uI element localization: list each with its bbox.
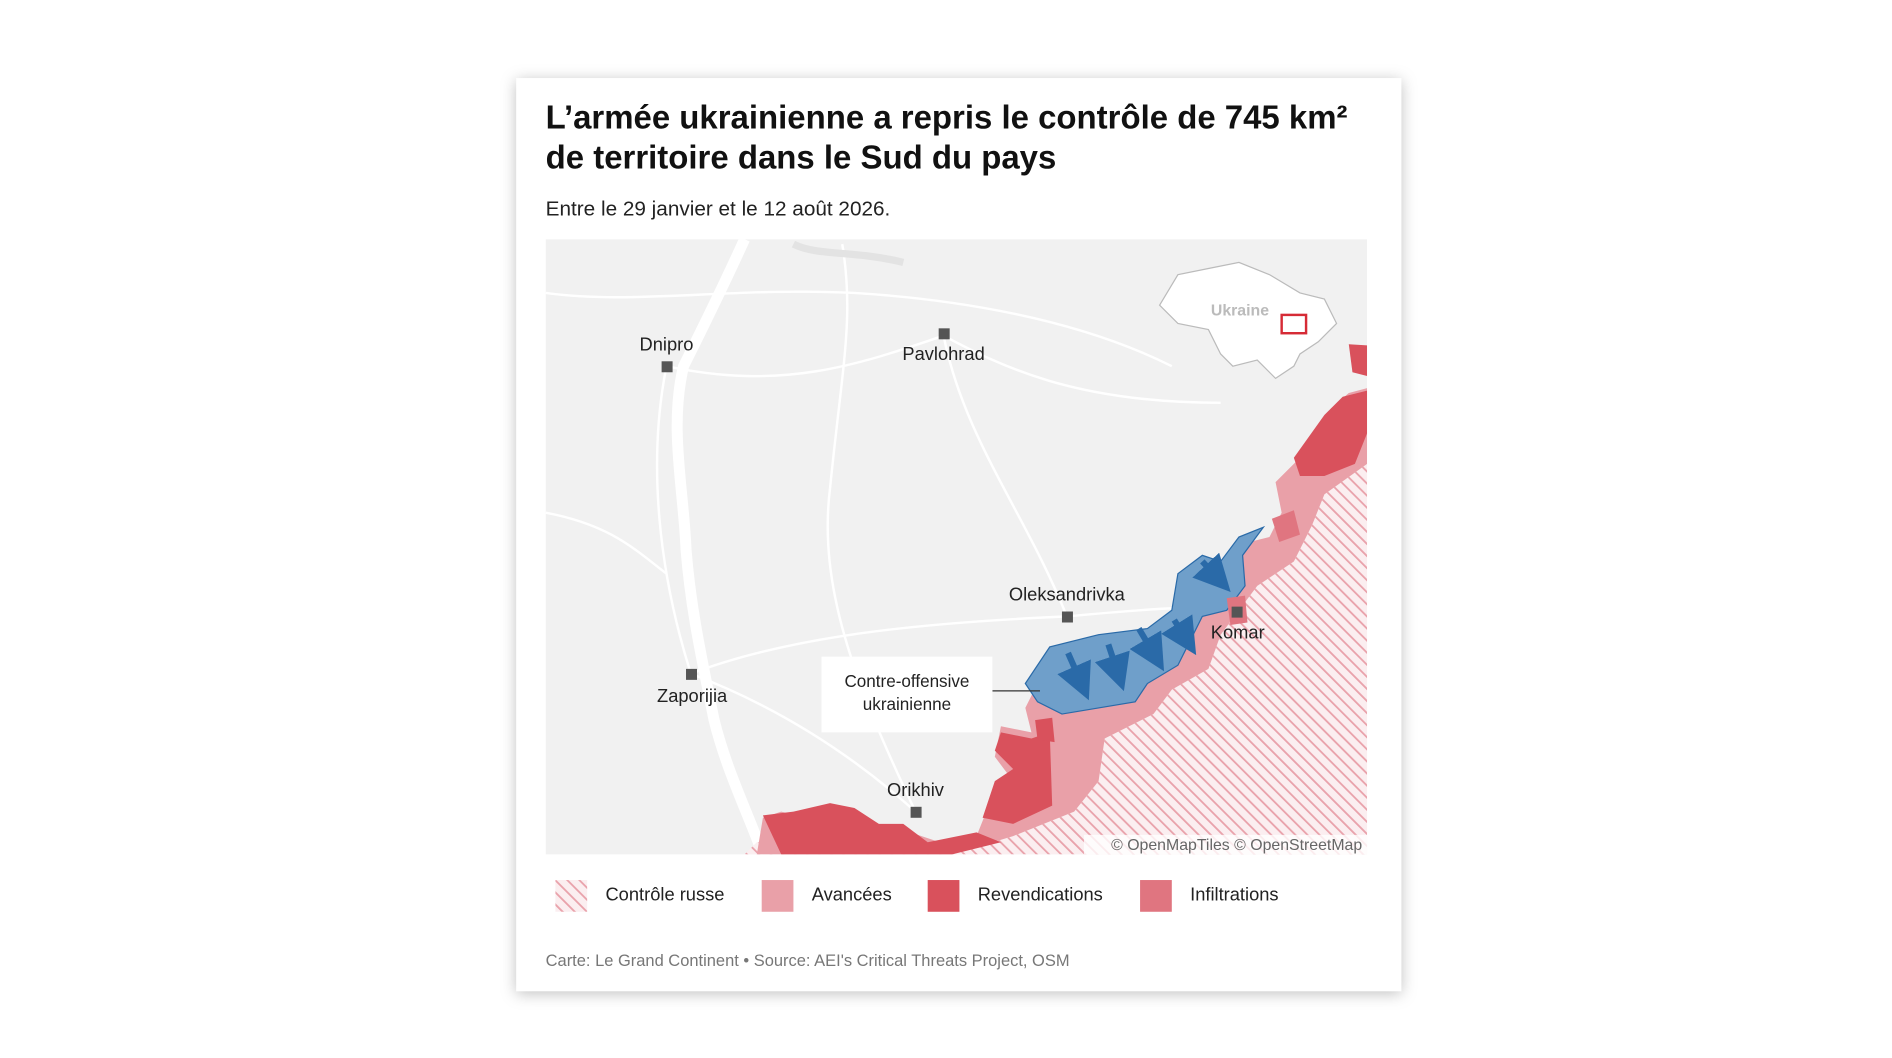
advances xyxy=(756,388,1368,855)
city-label: Komar xyxy=(1211,621,1265,642)
annotation: ukrainienne xyxy=(863,695,951,714)
claims xyxy=(762,344,1368,855)
city-label: Zaporijia xyxy=(657,685,728,706)
legend-swatch xyxy=(761,880,794,912)
legend-swatch xyxy=(927,880,960,912)
annotation-box xyxy=(821,656,993,733)
river xyxy=(671,239,769,855)
annotation: Contre-offensive xyxy=(844,672,969,691)
map: Ukraine Dnipro Pavlohrad Oleksandrivka K… xyxy=(545,239,1368,855)
arrows xyxy=(1057,552,1231,701)
city-markers xyxy=(661,328,1243,818)
legend-label: Infiltrations xyxy=(1190,884,1278,905)
city-label: Orikhiv xyxy=(887,779,945,800)
city-label: Oleksandrivka xyxy=(1009,583,1126,604)
legend-label: Avancées xyxy=(812,884,892,905)
legend-label: Revendications xyxy=(978,884,1103,905)
river xyxy=(791,240,905,266)
city-label: Dnipro xyxy=(640,333,694,354)
city-label: Pavlohrad xyxy=(902,343,984,364)
source: Carte: Le Grand Continent • Source: AEI'… xyxy=(546,952,1070,970)
inset-label: Ukraine xyxy=(1211,302,1269,319)
legend-swatch xyxy=(555,880,588,912)
legend: Contrôle russe Avancées Revendications I… xyxy=(555,880,1279,912)
attribution: © OpenMapTiles © OpenStreetMap xyxy=(1111,837,1362,854)
city-labels: Dnipro Pavlohrad Oleksandrivka Komar Zap… xyxy=(640,333,1265,800)
title: L’armée ukrainienne a repris le contrôle… xyxy=(546,98,1348,135)
legend-label: Contrôle russe xyxy=(605,884,724,905)
inset-map xyxy=(1158,261,1338,380)
attribution-bg xyxy=(1083,834,1368,855)
russian-control xyxy=(744,463,1368,855)
title: de territoire dans le Sud du pays xyxy=(546,139,1057,176)
legend-swatch xyxy=(1140,880,1172,912)
inset-frame xyxy=(1280,313,1308,335)
subtitle: Entre le 29 janvier et le 12 août 2026. xyxy=(546,197,891,220)
